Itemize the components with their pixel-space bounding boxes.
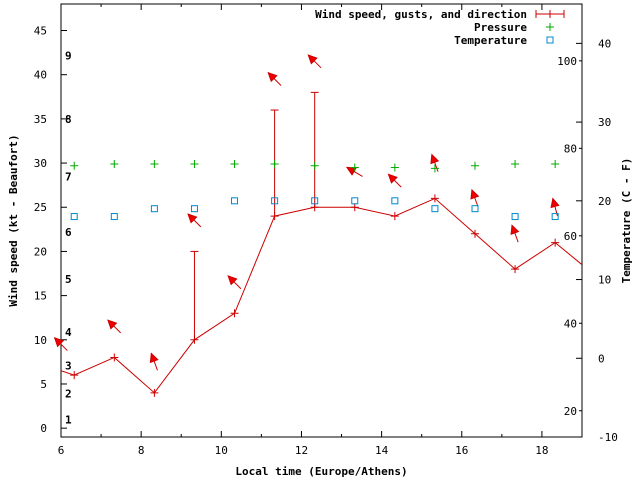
temp-c-tick-label: 10 [598, 274, 611, 287]
temp-c-tick-label: 0 [598, 352, 605, 365]
wind-direction-arrow-head [307, 54, 318, 65]
wind-speed-point [150, 388, 159, 397]
y-tick-label: 25 [34, 201, 47, 214]
temperature-point [351, 197, 359, 205]
pressure-point [430, 164, 439, 173]
legend-label: Temperature [454, 34, 527, 47]
pressure-point [150, 159, 159, 168]
wind-direction-arrow-head [470, 188, 480, 200]
pressure-point [551, 159, 560, 168]
temp-f-tick-label: 100 [557, 55, 577, 68]
wind-speed-point [230, 309, 239, 318]
y-tick-label: 40 [34, 69, 47, 82]
pressure-point [190, 159, 199, 168]
temperature-point [551, 213, 559, 221]
pressure-point [470, 161, 479, 170]
legend-label: Pressure [474, 21, 527, 34]
wind-speed-point [350, 203, 359, 212]
temperature-point [471, 205, 479, 213]
legend-wind-marker [546, 10, 554, 18]
wind-direction-arrow-head [149, 352, 159, 364]
x-tick-label: 8 [138, 444, 145, 457]
wind-direction-arrow-head [510, 224, 520, 235]
wind-speed-point [551, 238, 560, 247]
wind-direction-arrow-head [267, 71, 278, 83]
temp-c-tick-label: 40 [598, 37, 611, 50]
y-tick-label: 15 [34, 290, 47, 303]
x-tick-label: 16 [455, 444, 468, 457]
legend-pressure-marker [546, 23, 554, 31]
wind-speed-series-line [61, 197, 582, 394]
temp-f-tick-label: 80 [564, 142, 577, 155]
wind-direction-arrow-head [187, 213, 198, 224]
temp-c-tick-label: 20 [598, 195, 611, 208]
pressure-point [511, 159, 520, 168]
temp-f-tick-label: 20 [564, 405, 577, 418]
beaufort-label: 8 [65, 113, 72, 126]
temp-c-tick-label: 30 [598, 116, 611, 129]
temperature-point [110, 213, 118, 221]
y-tick-label: 5 [40, 378, 47, 391]
temperature-point [431, 205, 439, 213]
plot-layer: 6 8 10 12 14 16 18051015202530354045-100102030… [7, 3, 633, 478]
x-tick-label: 6 [58, 444, 65, 457]
x-tick-label: 12 [295, 444, 308, 457]
wind-speed-point [430, 194, 439, 203]
wind-speed-point [110, 353, 119, 362]
plot-frame [60, 3, 583, 438]
pressure-point [110, 159, 119, 168]
temperature-point [391, 197, 399, 205]
y-tick-label: 0 [40, 422, 47, 435]
wind-speed-point [511, 265, 520, 274]
legend-temperature-marker [546, 36, 554, 44]
beaufort-label: 5 [65, 273, 72, 286]
pressure-point [70, 161, 79, 170]
pressure-point [310, 161, 319, 170]
wind-speed-point [470, 229, 479, 238]
wind-direction-arrow-head [550, 197, 560, 209]
temperature-point [70, 213, 78, 221]
legend-label: Wind speed, gusts, and direction [315, 8, 527, 21]
wind-direction-arrow-head [227, 275, 238, 286]
y-tick-label: 20 [34, 245, 47, 258]
pressure-point [390, 163, 399, 172]
wind-speed-point [390, 212, 399, 221]
beaufort-label: 4 [65, 326, 72, 339]
y-tick-label: 10 [34, 334, 47, 347]
y-axis-label-left: Wind speed (kt - Beaufort) [7, 134, 20, 306]
temperature-point [271, 197, 279, 205]
y-tick-label: 30 [34, 157, 47, 170]
beaufort-label: 1 [65, 413, 72, 426]
beaufort-label: 6 [65, 226, 72, 239]
x-tick-label: 10 [215, 444, 228, 457]
wind-direction-arrow-head [430, 153, 440, 165]
beaufort-label: 9 [65, 49, 72, 62]
y-tick-label: 35 [34, 113, 47, 126]
temp-f-tick-label: 40 [564, 317, 577, 330]
pressure-point [350, 163, 359, 172]
temperature-point [311, 197, 319, 205]
y-tick-label: 45 [34, 25, 47, 38]
beaufort-label: 3 [65, 359, 72, 372]
pressure-point [230, 159, 239, 168]
wind-direction-arrow-head [53, 337, 65, 348]
temperature-point [511, 213, 519, 221]
temp-c-tick-label: -10 [598, 431, 618, 444]
pressure-point [270, 159, 279, 168]
wind-direction-arrow-head [387, 173, 398, 184]
wind-direction-arrow-head [107, 319, 118, 330]
temperature-point [190, 205, 198, 213]
temperature-point [231, 197, 239, 205]
x-axis-label: Local time (Europe/Athens) [235, 465, 407, 478]
temp-f-tick-label: 60 [564, 230, 577, 243]
beaufort-label: 7 [65, 170, 72, 183]
y-axis-label-right: Temperature (C - F) [620, 158, 633, 284]
wind-speed-point [70, 371, 79, 380]
x-tick-label: 14 [375, 444, 389, 457]
beaufort-label: 2 [65, 388, 72, 401]
temperature-point [150, 205, 158, 213]
x-tick-label: 18 [535, 444, 548, 457]
